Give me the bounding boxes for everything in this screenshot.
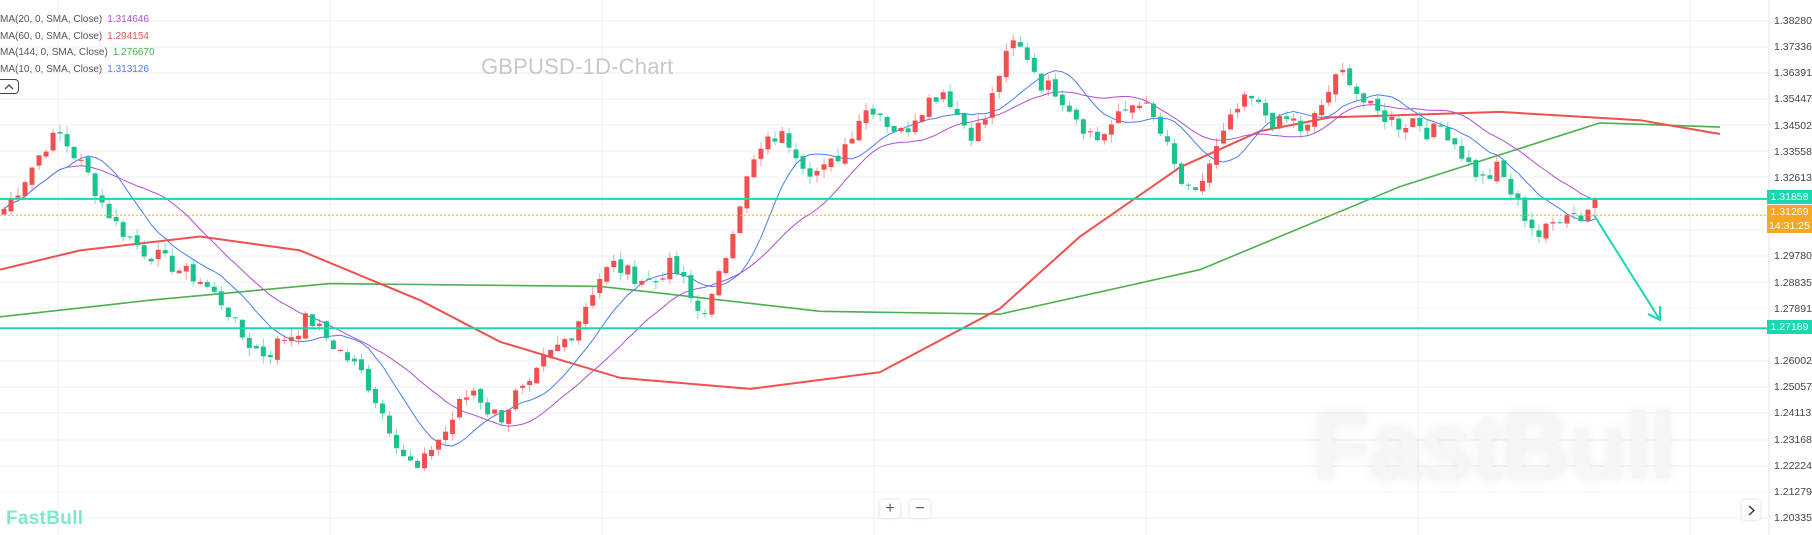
price-axis-tick: 1.20335 [1774, 512, 1812, 525]
legend-ma10-value: 1.313126 [107, 63, 149, 75]
price-axis-tick: 1.24113 [1774, 407, 1812, 420]
fastbull-logo: FastBull [6, 508, 84, 529]
legend-ma60-label: MA(60, 0, SMA, Close) [0, 30, 103, 42]
chevron-right-icon [1748, 504, 1755, 516]
legend-ma20-label: MA(20, 0, SMA, Close) [0, 14, 103, 25]
legend-ma144-value: 1.276670 [112, 47, 155, 58]
watermark-logo: FastBull [1312, 393, 1677, 500]
countdown-timer: 14:31:25 [1769, 220, 1810, 232]
legend-ma10-label: MA(10, 0, SMA, Close) [0, 63, 103, 75]
legend-ma20[interactable]: MA(20, 0, SMA, Close) 1.314646 [0, 12, 155, 29]
price-axis-tick: 1.32613 [1774, 171, 1812, 184]
legend-ma10[interactable]: MA(10, 0, SMA, Close) 1.313126 [0, 62, 155, 79]
price-axis-tick: 1.36391 [1774, 67, 1812, 80]
zoom-out-button[interactable]: − [910, 500, 930, 518]
scroll-right-button[interactable] [1742, 500, 1760, 520]
indicator-legend: MA(20, 0, SMA, Close) 1.314646 MA(60, 0, … [0, 12, 155, 78]
price-axis-tick: 1.28835 [1774, 276, 1812, 289]
zoom-in-button[interactable]: + [880, 500, 900, 518]
current-price-value: 1.31269 [1770, 206, 1809, 218]
legend-ma20-value: 1.314646 [107, 14, 149, 25]
price-axis-tick: 1.29780 [1774, 250, 1812, 263]
price-axis-tick: 1.27891 [1774, 302, 1812, 315]
price-axis-tick: 1.26002 [1774, 355, 1812, 368]
lower-line-price-tag: 1.27189 [1767, 320, 1812, 334]
chevron-up-icon [4, 83, 14, 89]
legend-ma144[interactable]: MA(144, 0, SMA, Close) 1.276670 [0, 45, 155, 62]
price-axis-tick: 1.37336 [1774, 41, 1812, 54]
legend-ma144-label: MA(144, 0, SMA, Close) [0, 47, 108, 58]
legend-ma60[interactable]: MA(60, 0, SMA, Close) 1.294154 [0, 29, 155, 46]
chart-title: GBPUSD-1D-Chart [481, 54, 674, 79]
current-price-tag: 1.31269 14:31:25 [1767, 205, 1812, 233]
price-axis-tick: 1.25057 [1774, 381, 1812, 394]
collapse-legend-button[interactable] [0, 79, 19, 94]
price-axis-tick: 1.21279 [1774, 485, 1812, 498]
upper-line-price-tag: 1.31858 [1767, 190, 1812, 204]
price-axis-tick: 1.23168 [1774, 433, 1812, 446]
price-axis-tick: 1.38280 [1774, 15, 1812, 27]
legend-ma60-value: 1.294154 [107, 30, 149, 42]
price-axis-tick: 1.35447 [1774, 93, 1812, 106]
price-axis-tick: 1.34502 [1774, 119, 1812, 132]
price-axis-tick: 1.33558 [1774, 145, 1812, 158]
price-axis-tick: 1.22224 [1774, 459, 1812, 472]
